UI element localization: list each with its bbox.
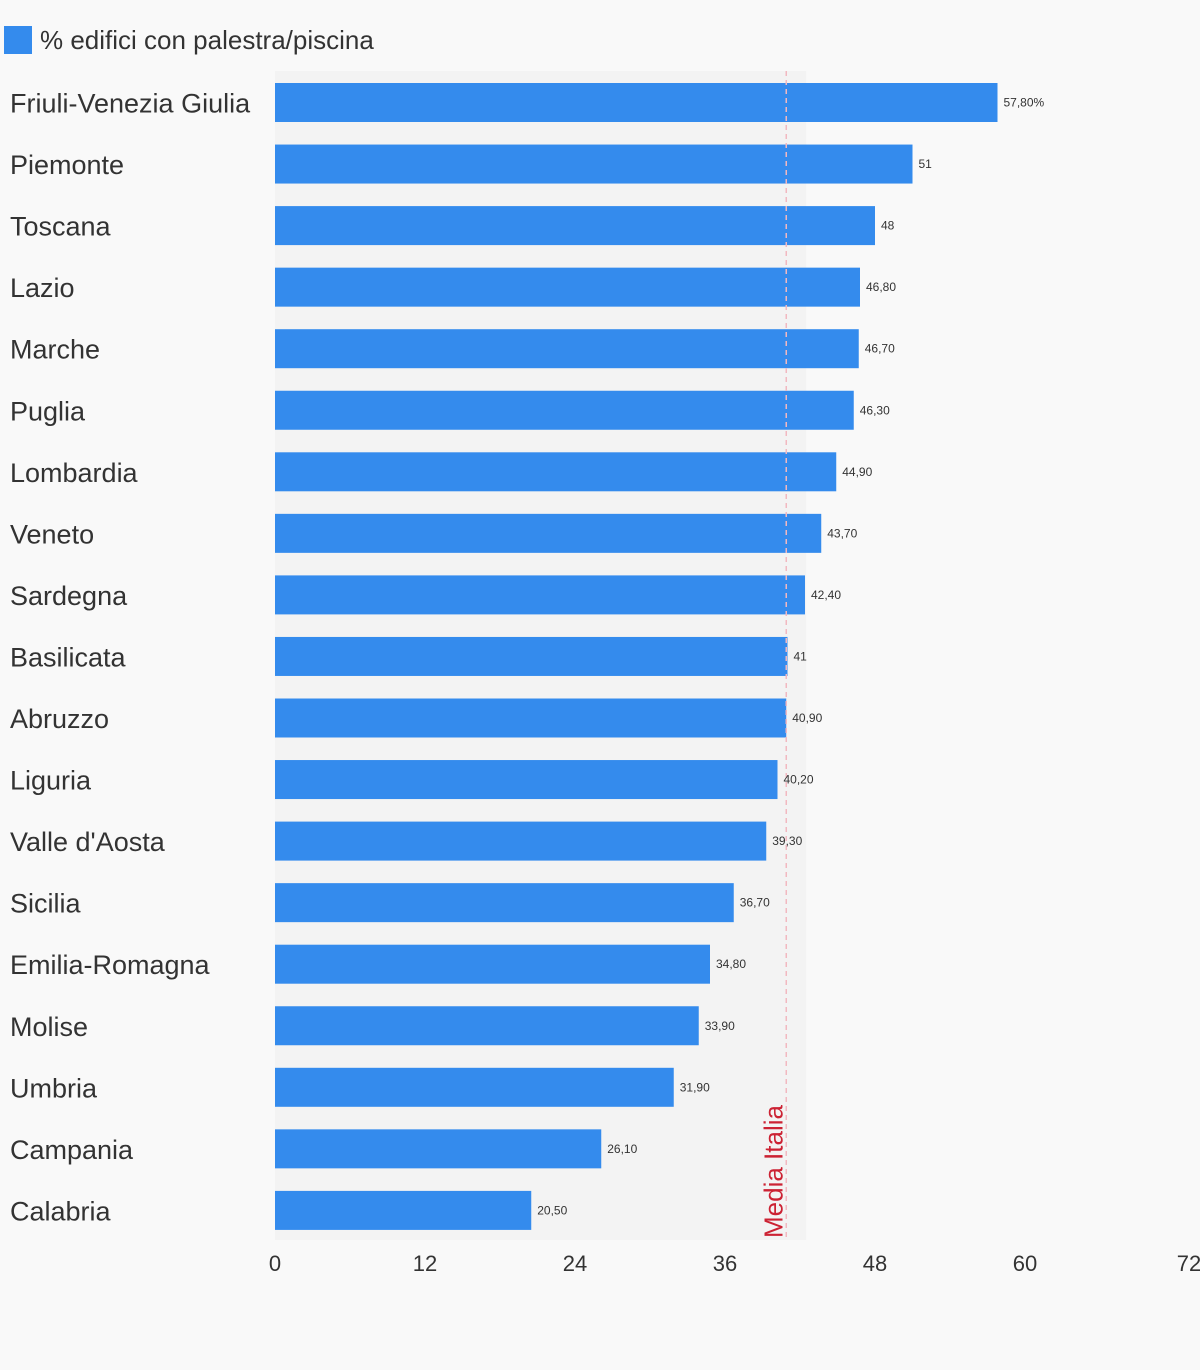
category-label: Calabria [10,1196,112,1226]
category-label: Campania [10,1135,134,1165]
value-label: 48 [881,219,895,233]
value-label: 51 [919,157,933,171]
bar [275,329,859,369]
value-label: 33,90 [705,1019,735,1033]
category-label: Toscana [10,212,112,242]
bar [275,144,913,184]
reference-line-label: Media Italia [758,1105,788,1238]
bar [275,698,787,738]
category-label: Sardegna [10,581,128,611]
value-label: 46,30 [860,403,890,417]
bar [275,452,837,492]
x-tick-label: 60 [1013,1251,1037,1276]
value-label: 42,40 [811,588,841,602]
bar [275,1006,699,1046]
category-label: Molise [10,1012,88,1042]
category-label: Friuli-Venezia Giulia [10,89,251,119]
category-label: Abruzzo [10,704,109,734]
bar [275,1190,532,1230]
category-label: Puglia [10,396,86,426]
value-label: 36,70 [740,896,770,910]
bar [275,760,778,800]
bar [275,636,788,676]
category-label: Emilia-Romagna [10,950,211,980]
value-label: 40,90 [792,711,822,725]
bar [275,575,805,615]
bar [275,821,767,861]
legend-label: % edifici con palestra/piscina [40,24,374,55]
bar [275,883,734,923]
category-label: Liguria [10,766,92,796]
bar [275,1067,674,1107]
legend-swatch [4,26,32,54]
category-label: Piemonte [10,150,124,180]
x-axis-ticks: 0 12 24 36 48 60 72 [269,1251,1200,1276]
x-tick-label: 0 [269,1251,281,1276]
value-label: 39,30 [772,834,802,848]
category-label: Lombardia [10,458,139,488]
category-label: Umbria [10,1073,98,1103]
legend: % edifici con palestra/piscina [4,24,374,56]
reference-layer: Media Italia [758,71,788,1240]
bar [275,267,860,307]
bar [275,513,822,553]
x-tick-label: 24 [563,1251,587,1276]
x-tick-label: 12 [413,1251,437,1276]
value-label: 26,10 [607,1142,637,1156]
category-label: Basilicata [10,642,127,672]
value-label: 46,80 [866,280,896,294]
bar [275,206,875,246]
bar [275,390,854,430]
value-label: 41 [794,649,808,663]
value-label: 34,80 [716,957,746,971]
x-tick-label: 72 [1177,1251,1200,1276]
value-label: 43,70 [827,526,857,540]
category-label: Veneto [10,519,94,549]
bar [275,83,998,122]
category-label: Marche [10,335,100,365]
bar [275,944,710,984]
value-label: 40,20 [784,773,814,787]
bars-layer [275,83,998,1230]
x-tick-label: 48 [863,1251,887,1276]
value-label: 46,70 [865,342,895,356]
category-label: Sicilia [10,889,82,919]
value-label: 57,80% [1004,96,1045,110]
x-tick-label: 36 [713,1251,737,1276]
value-label: 44,90 [842,465,872,479]
bar [275,1129,602,1169]
category-label: Valle d'Aosta [10,827,166,857]
category-labels: Friuli-Venezia Giulia Piemonte Toscana Lazi… [10,89,251,1227]
value-label: 20,50 [537,1203,567,1217]
category-label: Lazio [10,273,75,303]
value-label: 31,90 [680,1080,710,1094]
value-labels: 57,80% 51 48 46,80 46,70 46,30 44,90 43,70 42,40… [537,96,1044,1218]
